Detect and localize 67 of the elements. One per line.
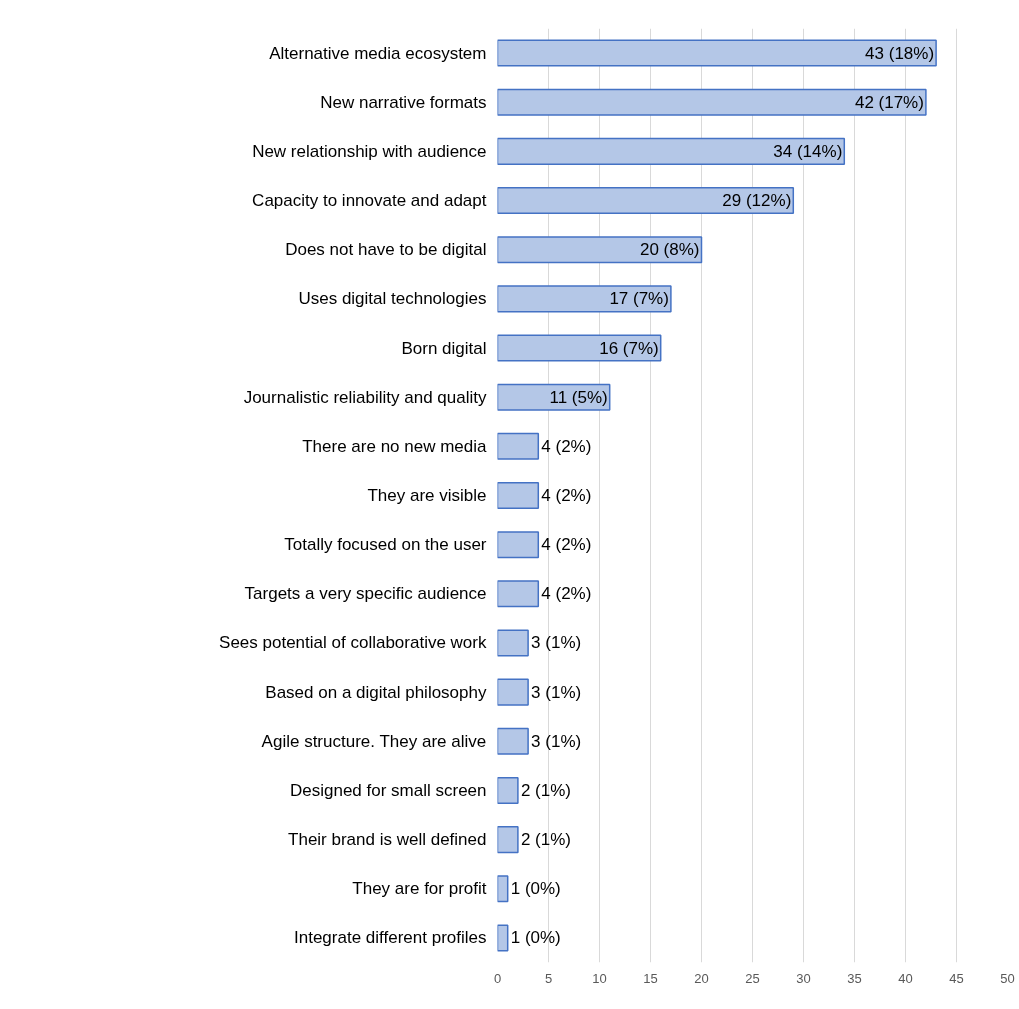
y-tick-label: Agile structure. They are alive bbox=[261, 731, 487, 751]
y-tick-label: Journalistic reliability and quality bbox=[243, 387, 487, 407]
y-tick-label: Capacity to innovate and adapt bbox=[252, 191, 487, 211]
y-tick-label: New relationship with audience bbox=[252, 141, 487, 161]
bar bbox=[497, 39, 937, 67]
bar bbox=[497, 187, 795, 215]
bar bbox=[497, 236, 703, 264]
bar bbox=[497, 88, 927, 116]
y-tick-label: Born digital bbox=[401, 338, 487, 358]
data-label: 43 (18%) bbox=[865, 43, 935, 63]
x-tick-label: 15 bbox=[643, 970, 658, 986]
bar bbox=[497, 776, 519, 804]
data-label: 3 (1%) bbox=[531, 682, 582, 702]
data-label: 1 (0%) bbox=[510, 928, 561, 948]
data-label: 2 (1%) bbox=[520, 830, 571, 850]
x-tick-label: 35 bbox=[847, 970, 862, 986]
x-tick-label: 25 bbox=[745, 970, 760, 986]
data-label: 11 (5%) bbox=[549, 387, 608, 407]
bar bbox=[497, 531, 540, 559]
bar bbox=[497, 580, 540, 608]
y-tick-label: There are no new media bbox=[302, 436, 488, 456]
y-tick-label: Uses digital technologies bbox=[298, 289, 487, 309]
bar bbox=[497, 924, 509, 952]
data-label: 4 (2%) bbox=[541, 584, 592, 604]
y-tick-label: Does not have to be digital bbox=[285, 240, 487, 260]
x-tick-label: 10 bbox=[592, 970, 607, 986]
data-label: 16 (7%) bbox=[599, 338, 659, 358]
data-label: 4 (2%) bbox=[541, 535, 592, 555]
data-label: 2 (1%) bbox=[520, 780, 571, 800]
y-tick-label: Targets a very specific audience bbox=[244, 584, 487, 604]
y-tick-label: Totally focused on the user bbox=[284, 535, 487, 555]
x-tick-label: 20 bbox=[694, 970, 709, 986]
bar bbox=[497, 826, 519, 854]
y-tick-label: They are for profit bbox=[352, 879, 487, 899]
data-label: 4 (2%) bbox=[541, 486, 592, 505]
x-tick-label: 0 bbox=[493, 970, 502, 986]
bar bbox=[497, 137, 846, 165]
x-tick-label: 45 bbox=[949, 970, 964, 986]
x-tick-label: 30 bbox=[796, 970, 811, 986]
data-label: 20 (8%) bbox=[639, 240, 700, 260]
data-label: 3 (1%) bbox=[531, 633, 582, 653]
data-label: 29 (12%) bbox=[722, 191, 792, 211]
x-tick-label: 5 bbox=[544, 970, 553, 986]
bar bbox=[497, 285, 672, 313]
data-label: 17 (7%) bbox=[609, 289, 669, 309]
data-label: 4 (2%) bbox=[541, 436, 592, 456]
y-tick-label: Based on a digital philosophy bbox=[265, 682, 487, 702]
data-label: 3 (1%) bbox=[531, 731, 582, 751]
data-label: 34 (14%) bbox=[773, 141, 843, 161]
bar bbox=[497, 432, 540, 460]
y-tick-label: Integrate different profiles bbox=[294, 928, 487, 948]
y-tick-label: Designed for small screen bbox=[289, 780, 487, 800]
bar bbox=[497, 481, 540, 510]
y-tick-label: New narrative formats bbox=[320, 92, 487, 112]
y-tick-label: Sees potential of collaborative work bbox=[219, 633, 487, 653]
x-tick-label: 50 bbox=[1000, 970, 1015, 986]
data-label: 42 (17%) bbox=[854, 92, 924, 112]
y-tick-label: Their brand is well defined bbox=[288, 830, 487, 850]
bar bbox=[497, 875, 509, 903]
y-tick-label: Alternative media ecosystem bbox=[269, 43, 487, 63]
bar bbox=[497, 629, 529, 657]
data-label: 1 (0%) bbox=[510, 879, 561, 899]
bar bbox=[497, 334, 662, 362]
x-tick-label: 40 bbox=[898, 970, 913, 986]
bar bbox=[497, 678, 529, 706]
bar bbox=[497, 727, 529, 755]
y-tick-label: They are visible bbox=[367, 486, 487, 505]
